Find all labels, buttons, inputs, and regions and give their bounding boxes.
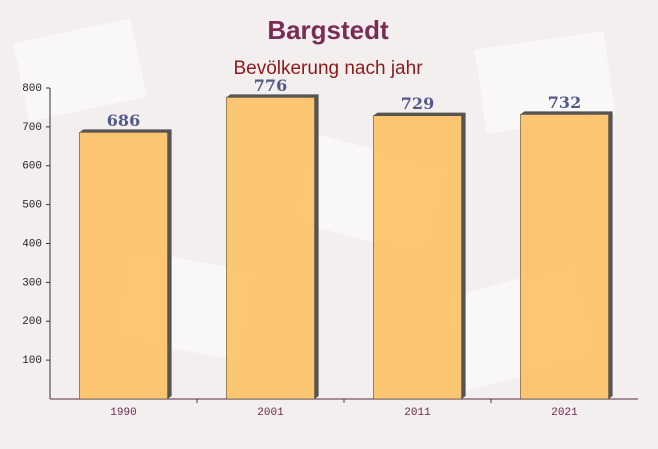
bar — [520, 114, 609, 400]
chart-subtitle: Bevölkerung nach jahr — [233, 58, 423, 79]
x-tick-label: 2001 — [257, 407, 284, 419]
bar — [226, 97, 315, 400]
value-label: 732 — [548, 93, 581, 112]
bar — [79, 132, 168, 400]
x-tick-label: 2021 — [551, 407, 578, 419]
value-label: 729 — [401, 94, 434, 113]
y-tick-label: 100 — [22, 355, 42, 367]
y-tick-label: 700 — [22, 122, 42, 134]
value-label: 776 — [254, 76, 287, 95]
y-tick-label: 500 — [22, 200, 42, 212]
y-tick-label: 400 — [22, 238, 42, 250]
y-tick-label: 800 — [22, 83, 42, 95]
x-tick-label: 1990 — [110, 407, 136, 419]
y-tick-label: 600 — [22, 161, 42, 173]
x-tick-label: 2011 — [404, 407, 431, 419]
y-tick-label: 200 — [22, 316, 42, 328]
value-label: 686 — [107, 111, 140, 130]
bar — [373, 115, 462, 400]
chart-title: Bargstedt — [267, 15, 389, 45]
y-tick-label: 300 — [22, 277, 42, 289]
